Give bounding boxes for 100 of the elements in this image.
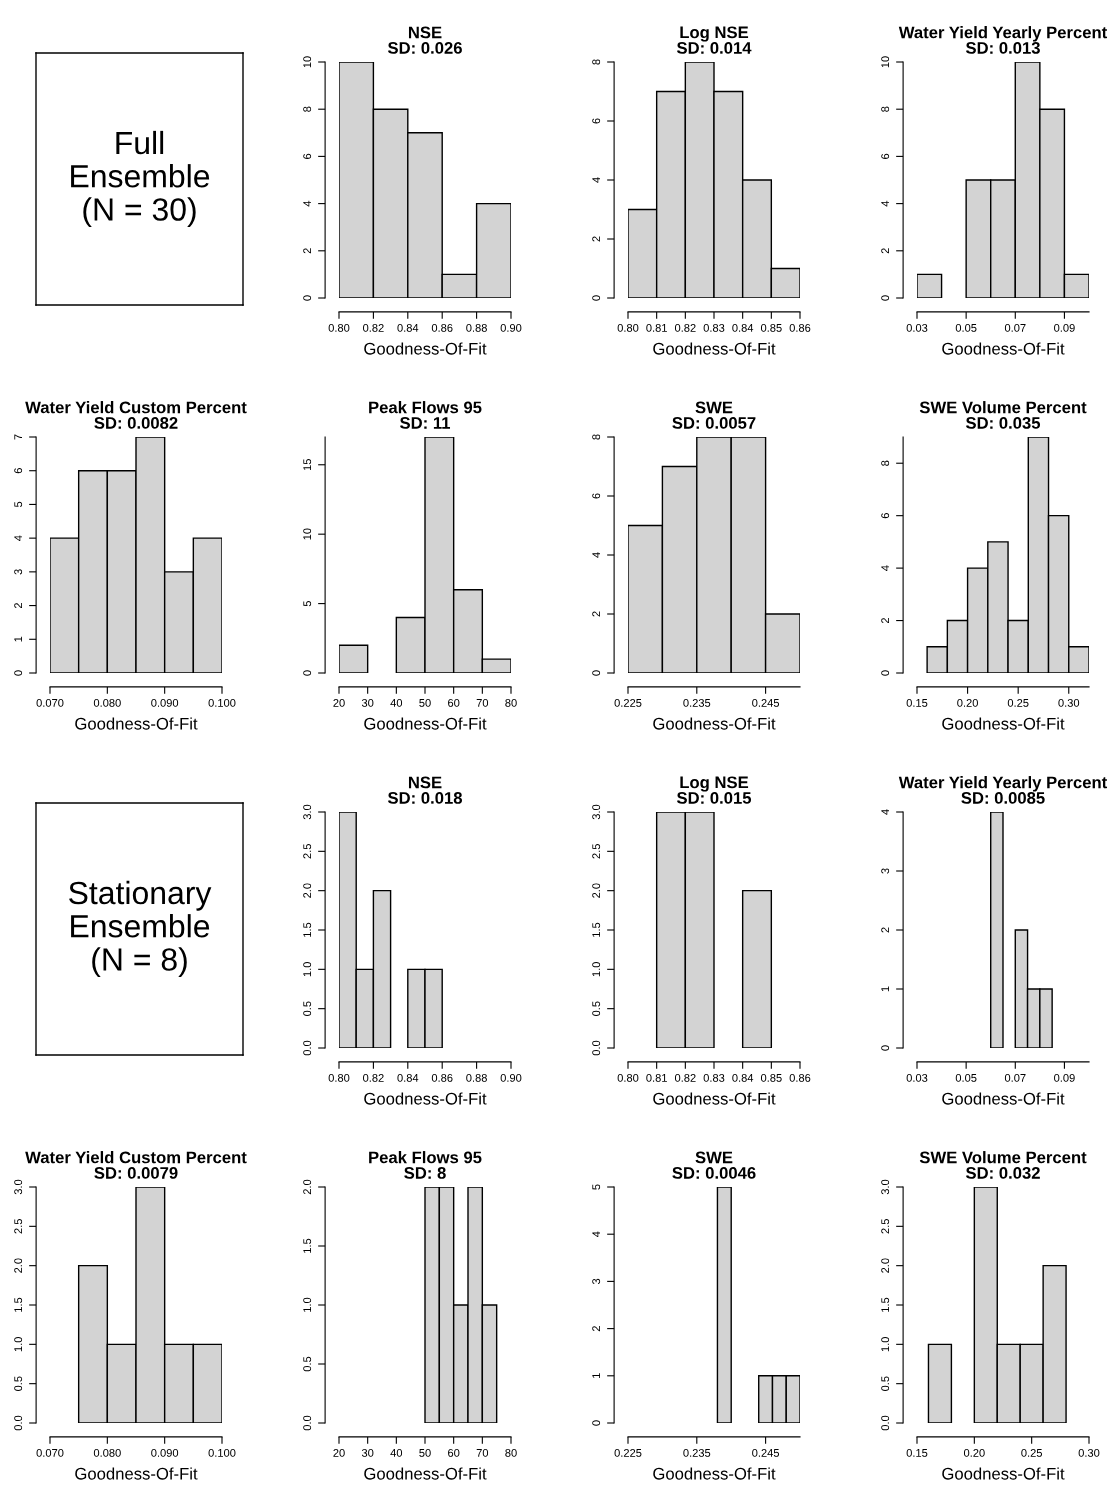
- chart-title: SWE: [695, 1151, 733, 1164]
- y-tick-label: 6: [592, 118, 601, 124]
- x-tick-label: 0.90: [500, 323, 522, 332]
- x-tick-label: 0.86: [789, 323, 811, 332]
- y-tick-label: 4: [881, 565, 889, 571]
- y-tick-label: 0: [881, 670, 890, 676]
- y-tick-label: 3.0: [881, 1179, 890, 1195]
- chart-subtitle: SD: 11: [400, 417, 451, 429]
- x-tick-label: 20: [333, 698, 345, 707]
- x-axis-title: Goodness-Of-Fit: [653, 1467, 776, 1480]
- x-tick-label: 0.82: [363, 1073, 384, 1082]
- x-tick-label: 0.80: [328, 323, 350, 332]
- y-tick-label: 1.0: [881, 1337, 890, 1352]
- x-tick-label: 0.86: [431, 1073, 453, 1082]
- x-axis-title: Goodness-Of-Fit: [364, 342, 487, 355]
- chart-title: Peak Flows 95: [369, 1151, 482, 1164]
- x-tick-label: 0.03: [906, 1073, 928, 1082]
- y-tick-label: 2.5: [592, 844, 601, 859]
- x-tick-label: 0.25: [1007, 698, 1029, 707]
- y-tick-label: 4: [592, 1231, 600, 1238]
- y-tick-label: 2: [881, 248, 889, 254]
- chart-subtitle: SD: 0.035: [965, 417, 1041, 429]
- x-tick-label: 0.85: [760, 1073, 782, 1082]
- x-tick-label: 0.235: [683, 1448, 711, 1457]
- x-tick-label: 0.15: [906, 698, 928, 707]
- y-tick-label: 2.0: [592, 883, 601, 898]
- y-tick-label: 0.0: [14, 1415, 23, 1431]
- x-tick-label: 80: [505, 698, 517, 707]
- x-tick-label: 0.81: [646, 323, 667, 332]
- x-tick-label: 0.84: [732, 1073, 754, 1082]
- x-tick-label: 0.080: [93, 1448, 121, 1457]
- x-tick-label: 0.05: [955, 323, 977, 332]
- x-axis-title: Goodness-Of-Fit: [364, 1467, 487, 1480]
- x-axis-title: Goodness-Of-Fit: [942, 342, 1065, 355]
- y-tick-label: 2: [592, 611, 600, 617]
- x-axis-title: Goodness-Of-Fit: [364, 717, 487, 730]
- chart-subtitle: SD: 0.0085: [961, 792, 1045, 804]
- chart-title: Log NSE: [680, 776, 749, 792]
- y-tick-label: 2.5: [14, 1219, 23, 1234]
- y-tick-label: 1.0: [592, 962, 601, 977]
- y-tick-label: 6: [881, 153, 890, 159]
- y-tick-label: 1.5: [303, 1238, 312, 1253]
- chart-subtitle: SD: 8: [404, 1167, 446, 1179]
- y-tick-label: 0.0: [881, 1415, 890, 1431]
- y-tick-label: 3: [14, 569, 23, 575]
- x-tick-label: 0.05: [955, 1073, 977, 1082]
- y-tick-label: 10: [881, 56, 890, 68]
- x-tick-label: 0.25: [1021, 1448, 1043, 1457]
- x-axis-title: Goodness-Of-Fit: [942, 717, 1065, 730]
- y-tick-label: 4: [592, 552, 600, 558]
- chart-subtitle: SD: 0.0046: [672, 1167, 756, 1179]
- x-tick-label: 0.245: [752, 698, 780, 707]
- y-tick-label: 0: [14, 670, 23, 676]
- y-tick-label: 0: [592, 670, 601, 676]
- x-tick-label: 80: [505, 1448, 517, 1457]
- y-tick-label: 0: [303, 295, 312, 301]
- x-tick-label: 30: [361, 1448, 374, 1457]
- y-tick-label: 3: [592, 1278, 601, 1285]
- y-tick-label: 1.5: [592, 922, 601, 937]
- x-tick-label: 0.100: [208, 698, 236, 707]
- x-tick-label: 0.83: [703, 1073, 725, 1082]
- y-tick-label: 6: [303, 153, 312, 159]
- chart-subtitle: SD: 0.013: [965, 42, 1040, 54]
- chart-title: SWE Volume Percent: [919, 401, 1087, 414]
- y-tick-label: 0.5: [303, 1001, 312, 1016]
- x-tick-label: 0.03: [906, 323, 928, 332]
- y-tick-label: 2.5: [881, 1219, 890, 1234]
- x-tick-label: 0.30: [1058, 698, 1080, 707]
- x-axis-title: Goodness-Of-Fit: [653, 717, 776, 730]
- y-tick-label: 4: [303, 200, 311, 207]
- y-tick-label: 8: [592, 434, 601, 440]
- x-tick-label: 0.81: [646, 1073, 667, 1082]
- chart-title: Water Yield Custom Percent: [25, 401, 247, 414]
- y-tick-label: 2.0: [303, 1179, 312, 1195]
- x-axis-title: Goodness-Of-Fit: [75, 717, 198, 730]
- y-tick-label: 5: [303, 600, 312, 607]
- y-tick-label: 0.5: [881, 1376, 890, 1391]
- chart-title: Water Yield Custom Percent: [25, 1151, 247, 1164]
- y-tick-label: 0.0: [592, 1040, 601, 1056]
- x-tick-label: 0.88: [466, 323, 487, 332]
- y-tick-label: 7: [14, 434, 22, 440]
- chart-subtitle: SD: 0.032: [965, 1167, 1040, 1179]
- x-tick-label: 0.84: [397, 323, 419, 332]
- x-tick-label: 0.09: [1054, 323, 1075, 332]
- chart-title: SWE: [695, 401, 733, 414]
- x-tick-label: 0.07: [1004, 323, 1026, 332]
- x-tick-label: 0.83: [703, 323, 725, 332]
- x-tick-label: 40: [390, 698, 403, 707]
- y-tick-label: 2.0: [881, 1258, 890, 1273]
- y-tick-label: 2: [881, 618, 889, 624]
- x-axis-title: Goodness-Of-Fit: [653, 342, 776, 355]
- x-tick-label: 70: [476, 1448, 489, 1457]
- y-tick-label: 5: [592, 1184, 601, 1190]
- chart-subtitle: SD: 0.026: [387, 42, 462, 54]
- x-tick-label: 0.090: [151, 698, 179, 707]
- y-tick-label: 8: [592, 59, 601, 65]
- text: Full Ensemble (N = 30): [71, 130, 210, 228]
- x-tick-label: 0.07: [1004, 1073, 1026, 1082]
- y-tick-label: 1.5: [14, 1297, 23, 1312]
- x-axis-title: Goodness-Of-Fit: [364, 1092, 487, 1105]
